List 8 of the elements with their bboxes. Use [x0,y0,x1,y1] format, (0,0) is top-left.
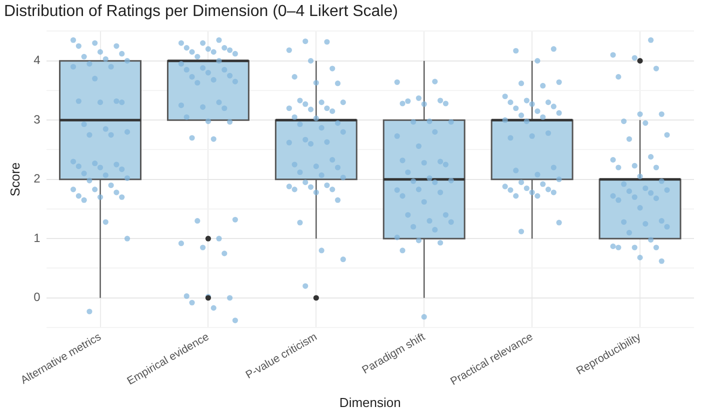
chart-title: Distribution of Ratings per Dimension (0–4 Likert Scale) [4,3,398,20]
y-tick-label: 0 [34,290,41,304]
x-axis-title: Dimension [339,394,401,410]
y-tick-label: 4 [34,53,41,68]
y-axis-title: Score [7,162,22,196]
y-tick-label: 3 [34,112,41,126]
y-tick-label: 2 [34,172,41,186]
y-tick-label: 1 [34,230,41,245]
